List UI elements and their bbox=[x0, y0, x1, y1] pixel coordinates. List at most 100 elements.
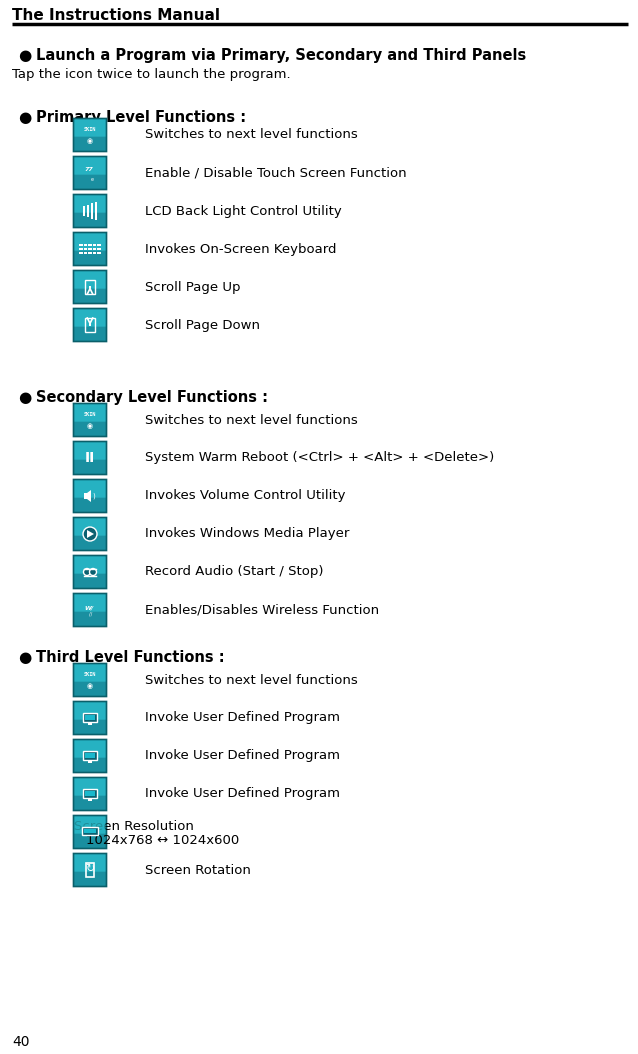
Text: W/: W/ bbox=[84, 605, 94, 610]
Bar bbox=[79, 252, 83, 254]
Bar bbox=[93, 252, 96, 254]
Bar bbox=[84, 243, 87, 247]
FancyBboxPatch shape bbox=[73, 778, 107, 811]
FancyBboxPatch shape bbox=[75, 779, 105, 796]
Text: //: // bbox=[89, 611, 93, 617]
Text: Scroll Page Up: Scroll Page Up bbox=[145, 280, 241, 293]
Bar bbox=[97, 243, 101, 247]
Bar bbox=[93, 248, 96, 250]
FancyBboxPatch shape bbox=[73, 271, 107, 304]
Text: Invoke User Defined Program: Invoke User Defined Program bbox=[145, 749, 340, 762]
Text: Record Audio (Start / Stop): Record Audio (Start / Stop) bbox=[145, 566, 323, 579]
Bar bbox=[84, 248, 87, 250]
Circle shape bbox=[89, 568, 96, 575]
FancyBboxPatch shape bbox=[75, 594, 105, 611]
Text: ◉: ◉ bbox=[87, 683, 93, 689]
Text: 1024x768 ↔ 1024x600: 1024x768 ↔ 1024x600 bbox=[85, 834, 239, 846]
Text: SKIN: SKIN bbox=[84, 126, 96, 132]
FancyBboxPatch shape bbox=[75, 664, 105, 682]
Text: ): ) bbox=[93, 493, 95, 500]
Text: 77: 77 bbox=[85, 168, 93, 172]
FancyBboxPatch shape bbox=[73, 740, 107, 773]
Bar bbox=[79, 243, 83, 247]
Bar bbox=[97, 248, 101, 250]
FancyBboxPatch shape bbox=[73, 593, 107, 626]
Bar bbox=[84, 829, 96, 833]
Text: The Instructions Manual: The Instructions Manual bbox=[12, 8, 220, 23]
Text: Tap the icon twice to launch the program.: Tap the icon twice to launch the program… bbox=[12, 69, 291, 81]
Text: ◉: ◉ bbox=[87, 423, 93, 429]
Bar bbox=[94, 202, 98, 220]
Bar bbox=[88, 252, 92, 254]
FancyBboxPatch shape bbox=[73, 118, 107, 152]
Bar bbox=[88, 248, 92, 250]
FancyBboxPatch shape bbox=[75, 481, 105, 497]
Text: ●: ● bbox=[18, 110, 31, 125]
Text: ●: ● bbox=[18, 48, 31, 63]
Text: e: e bbox=[91, 177, 94, 182]
Text: ●: ● bbox=[18, 390, 31, 405]
Bar bbox=[83, 713, 97, 722]
Bar bbox=[86, 863, 94, 877]
Polygon shape bbox=[87, 530, 94, 538]
FancyBboxPatch shape bbox=[73, 816, 107, 848]
Bar bbox=[85, 790, 95, 796]
Text: Enable / Disable Touch Screen Function: Enable / Disable Touch Screen Function bbox=[145, 167, 406, 179]
Bar bbox=[83, 789, 97, 798]
Bar bbox=[83, 752, 97, 760]
Text: ●: ● bbox=[18, 650, 31, 665]
Polygon shape bbox=[84, 490, 91, 502]
FancyBboxPatch shape bbox=[73, 195, 107, 228]
FancyBboxPatch shape bbox=[73, 518, 107, 550]
Text: Launch a Program via Primary, Secondary and Third Panels: Launch a Program via Primary, Secondary … bbox=[36, 48, 526, 63]
Text: Third Level Functions :: Third Level Functions : bbox=[36, 650, 225, 665]
Text: Invokes Volume Control Utility: Invokes Volume Control Utility bbox=[145, 489, 346, 503]
Text: System Warm Reboot (<Ctrl> + <Alt> + <Delete>): System Warm Reboot (<Ctrl> + <Alt> + <De… bbox=[145, 451, 494, 465]
Bar bbox=[88, 243, 92, 247]
Text: Switches to next level functions: Switches to next level functions bbox=[145, 413, 358, 427]
FancyBboxPatch shape bbox=[75, 855, 105, 872]
FancyBboxPatch shape bbox=[73, 664, 107, 697]
FancyBboxPatch shape bbox=[73, 233, 107, 266]
FancyBboxPatch shape bbox=[75, 272, 105, 289]
FancyBboxPatch shape bbox=[73, 404, 107, 436]
Bar bbox=[85, 318, 95, 332]
FancyBboxPatch shape bbox=[75, 405, 105, 422]
Text: Secondary Level Functions :: Secondary Level Functions : bbox=[36, 390, 268, 405]
FancyBboxPatch shape bbox=[73, 309, 107, 341]
FancyBboxPatch shape bbox=[75, 702, 105, 720]
Text: ↻: ↻ bbox=[85, 864, 94, 874]
Text: Screen Resolution: Screen Resolution bbox=[73, 820, 193, 834]
FancyBboxPatch shape bbox=[73, 702, 107, 735]
FancyBboxPatch shape bbox=[75, 310, 105, 327]
Bar bbox=[88, 798, 92, 801]
FancyBboxPatch shape bbox=[75, 443, 105, 460]
FancyBboxPatch shape bbox=[75, 195, 105, 213]
Bar bbox=[85, 715, 95, 720]
Bar bbox=[87, 204, 89, 217]
Circle shape bbox=[84, 568, 91, 575]
FancyBboxPatch shape bbox=[75, 741, 105, 758]
FancyBboxPatch shape bbox=[75, 234, 105, 251]
Bar bbox=[82, 827, 98, 835]
Text: ◉: ◉ bbox=[87, 138, 93, 144]
Text: Invokes On-Screen Keyboard: Invokes On-Screen Keyboard bbox=[145, 242, 336, 255]
Bar bbox=[97, 252, 101, 254]
Bar bbox=[91, 203, 93, 218]
FancyBboxPatch shape bbox=[75, 157, 105, 175]
FancyBboxPatch shape bbox=[73, 442, 107, 474]
Circle shape bbox=[83, 527, 97, 541]
Bar bbox=[88, 760, 92, 763]
Text: Enables/Disables Wireless Function: Enables/Disables Wireless Function bbox=[145, 604, 379, 617]
Text: 40: 40 bbox=[12, 1035, 29, 1049]
FancyBboxPatch shape bbox=[73, 480, 107, 512]
FancyBboxPatch shape bbox=[75, 817, 105, 834]
Text: Primary Level Functions :: Primary Level Functions : bbox=[36, 110, 246, 125]
Text: Invoke User Defined Program: Invoke User Defined Program bbox=[145, 711, 340, 724]
Text: LCD Back Light Control Utility: LCD Back Light Control Utility bbox=[145, 204, 342, 217]
Text: SKIN: SKIN bbox=[84, 411, 96, 416]
Text: Invokes Windows Media Player: Invokes Windows Media Player bbox=[145, 527, 350, 541]
FancyBboxPatch shape bbox=[73, 854, 107, 886]
Text: II: II bbox=[85, 451, 95, 465]
Text: Switches to next level functions: Switches to next level functions bbox=[145, 129, 358, 141]
